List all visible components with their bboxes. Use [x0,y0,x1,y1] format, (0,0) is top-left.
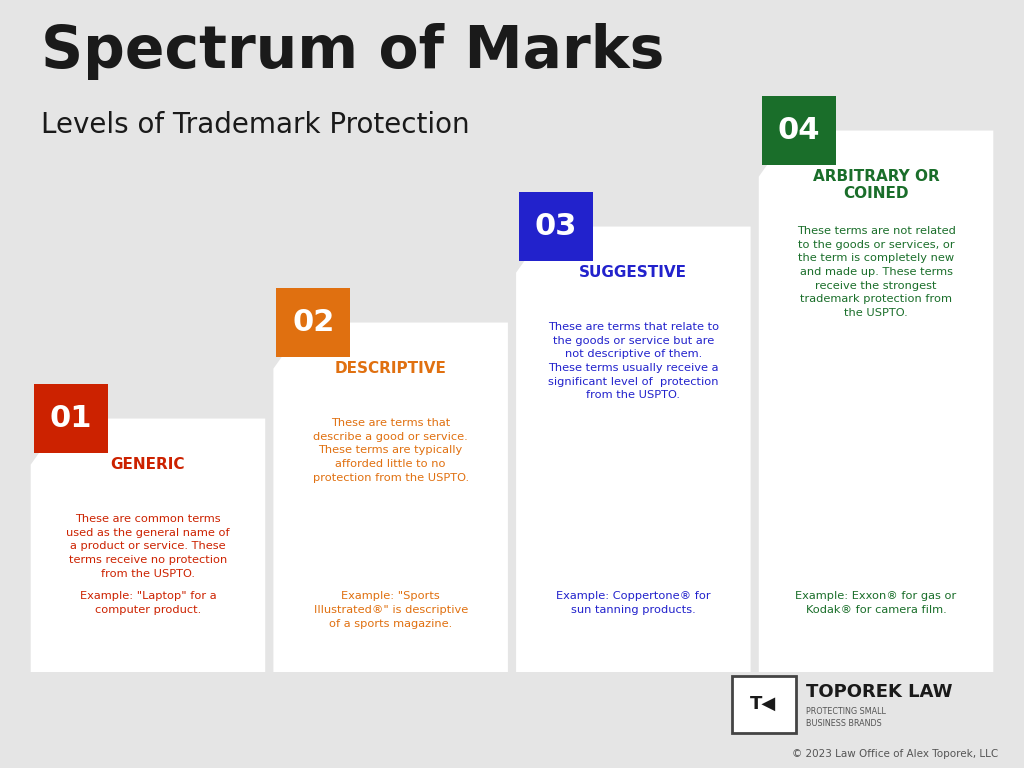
Text: These are terms that
describe a good or service.
These terms are typically
affor: These are terms that describe a good or … [312,418,469,482]
Text: These are terms that relate to
the goods or service but are
not descriptive of t: These are terms that relate to the goods… [548,323,719,400]
Text: T◀: T◀ [750,694,776,713]
Text: Example: Exxon® for gas or
Kodak® for camera film.: Example: Exxon® for gas or Kodak® for ca… [796,591,956,615]
FancyBboxPatch shape [519,192,593,261]
FancyBboxPatch shape [34,384,108,453]
Text: PROTECTING SMALL
BUSINESS BRANDS: PROTECTING SMALL BUSINESS BRANDS [806,707,886,728]
Text: These are common terms
used as the general name of
a product or service. These
t: These are common terms used as the gener… [67,515,229,578]
FancyBboxPatch shape [762,96,836,165]
Text: DESCRIPTIVE: DESCRIPTIVE [335,360,446,376]
Text: These terms are not related
to the goods or services, or
the term is completely : These terms are not related to the goods… [797,226,955,318]
Text: TOPOREK LAW: TOPOREK LAW [806,683,952,701]
Text: 01: 01 [49,404,92,433]
Text: 03: 03 [535,212,578,241]
Text: SUGGESTIVE: SUGGESTIVE [580,264,687,280]
FancyBboxPatch shape [732,676,796,733]
Polygon shape [516,227,751,672]
Text: GENERIC: GENERIC [111,456,185,472]
Polygon shape [759,131,993,672]
Text: © 2023 Law Office of Alex Toporek, LLC: © 2023 Law Office of Alex Toporek, LLC [793,749,998,759]
Text: ARBITRARY OR
COINED: ARBITRARY OR COINED [813,169,939,201]
Text: Example: "Sports
Illustrated®" is descriptive
of a sports magazine.: Example: "Sports Illustrated®" is descri… [313,591,468,628]
Text: 04: 04 [777,116,820,145]
Text: Example: "Laptop" for a
computer product.: Example: "Laptop" for a computer product… [80,591,216,615]
Text: Levels of Trademark Protection: Levels of Trademark Protection [41,111,470,139]
Polygon shape [273,323,508,672]
FancyBboxPatch shape [276,288,350,357]
Text: 02: 02 [292,308,335,337]
Text: Spectrum of Marks: Spectrum of Marks [41,23,665,80]
Text: Example: Coppertone® for
sun tanning products.: Example: Coppertone® for sun tanning pro… [556,591,711,615]
Polygon shape [31,419,265,672]
